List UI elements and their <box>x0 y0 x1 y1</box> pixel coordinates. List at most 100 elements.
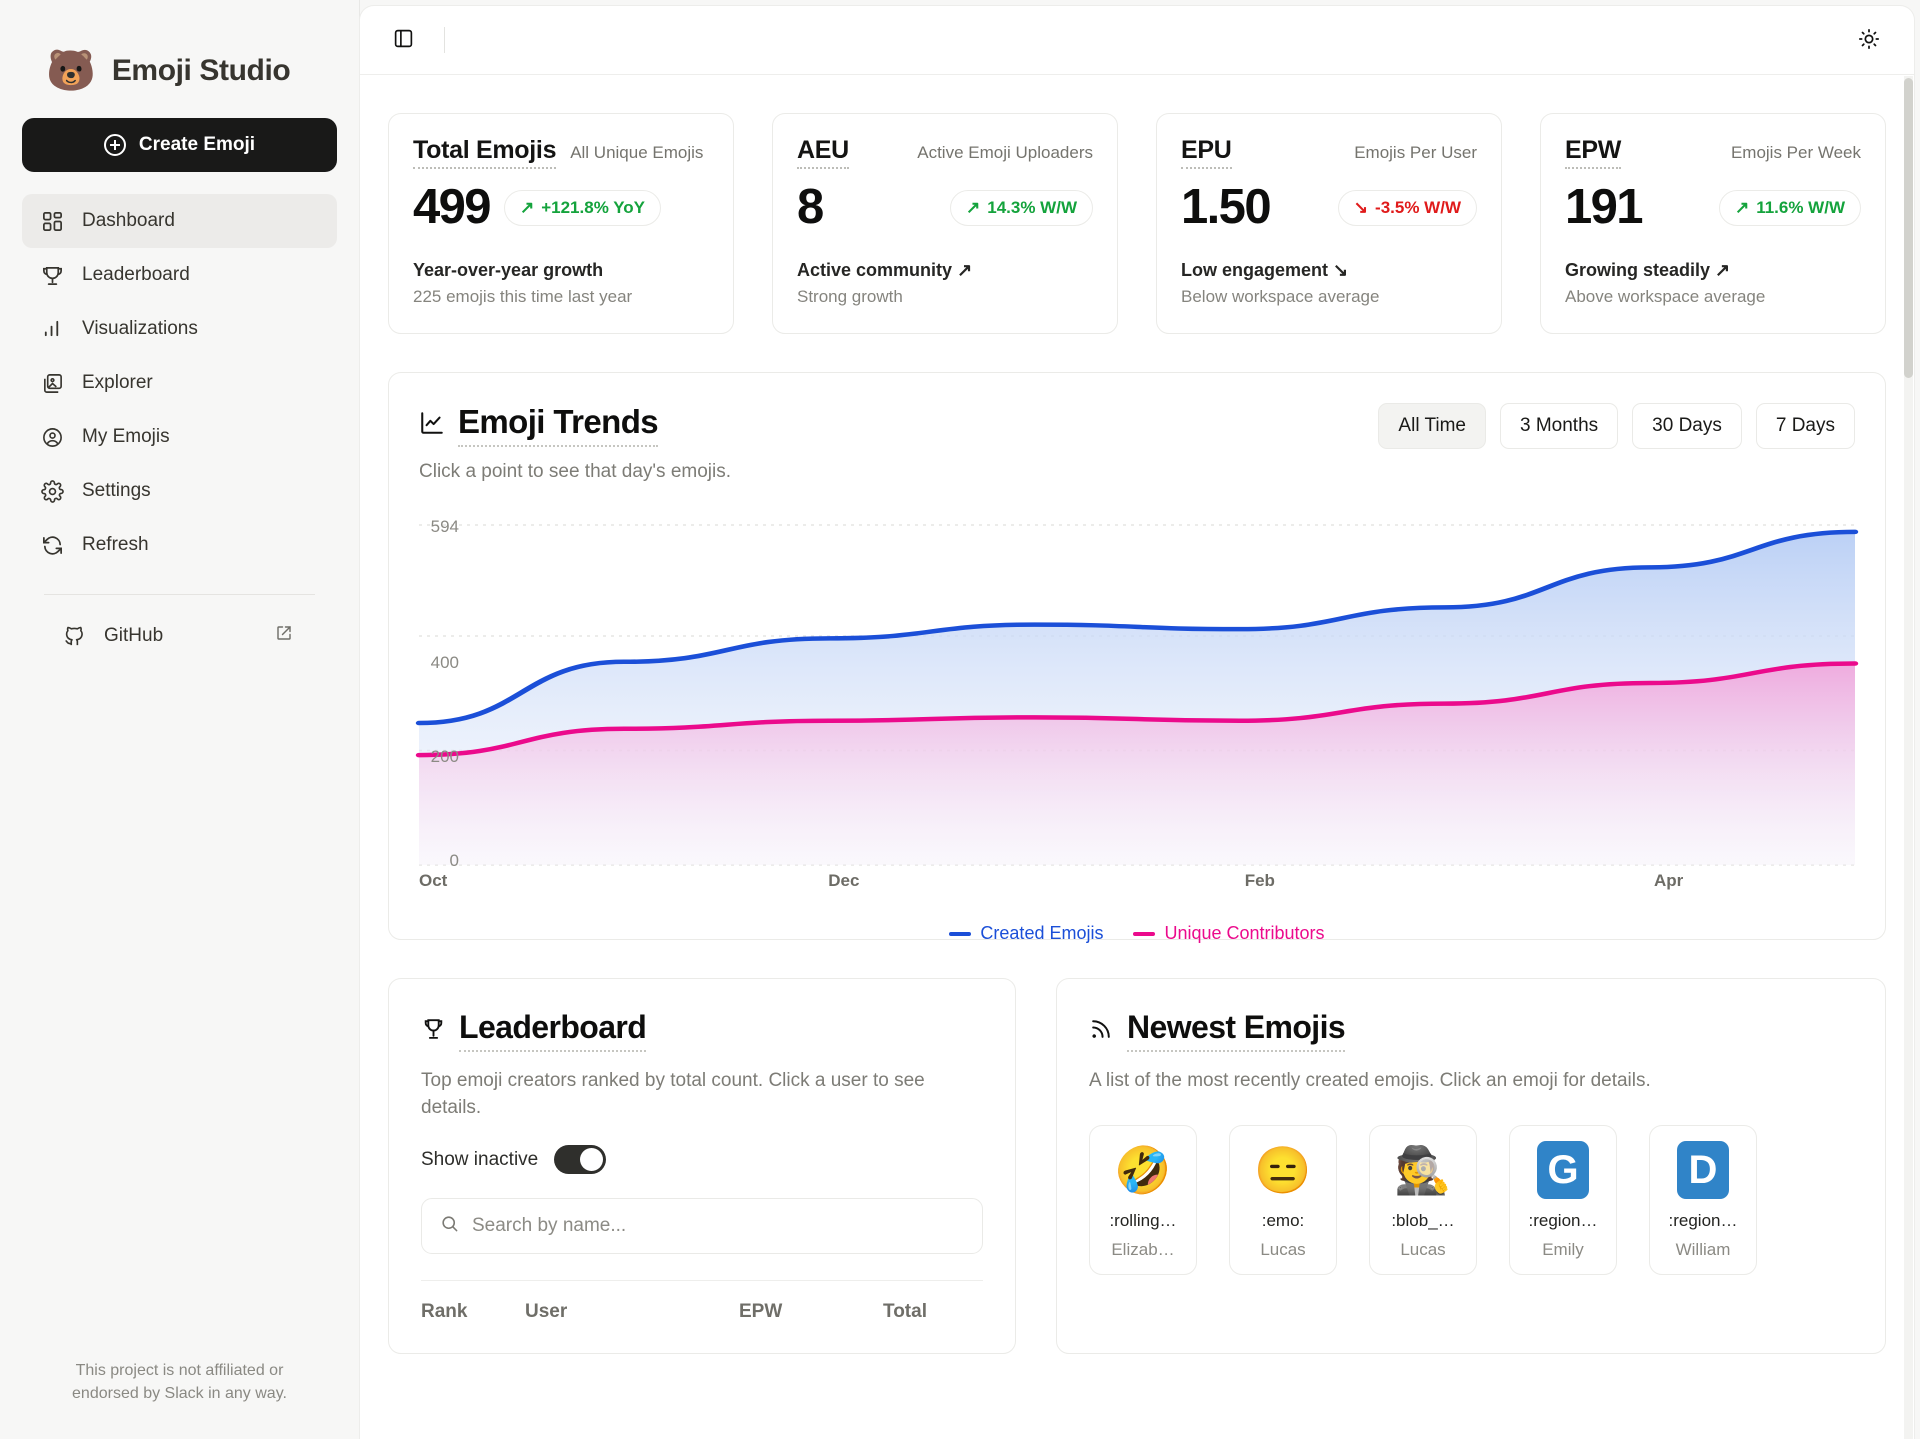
stat-header: EPW Emojis Per Week <box>1565 136 1861 169</box>
sidebar-item-refresh[interactable]: Refresh <box>22 518 337 572</box>
theme-toggle-button[interactable] <box>1850 21 1888 59</box>
status-badge-label: 14.3% W/W <box>987 197 1077 217</box>
stat-footer-primary: Active community ↗ <box>797 260 1093 281</box>
status-badge-label: 11.6% W/W <box>1756 197 1845 217</box>
newest-description: A list of the most recently created emoj… <box>1089 1070 1651 1091</box>
stat-header: Total Emojis All Unique Emojis <box>413 136 709 169</box>
emoji-letter-tile: G <box>1537 1140 1589 1199</box>
stat-footer-primary-text: Low engagement <box>1181 260 1329 280</box>
stat-footer-primary-text: Growing steadily <box>1565 260 1711 280</box>
emoji-card[interactable]: 🤣 :rolling… Elizab… <box>1089 1124 1197 1275</box>
topbar-left <box>384 21 445 59</box>
range-button-3-months[interactable]: 3 Months <box>1500 403 1619 449</box>
series-line-unique-contributors <box>415 661 1859 758</box>
emoji-card[interactable]: G :region… Emily <box>1509 1124 1617 1275</box>
stat-value: 499 <box>413 180 492 234</box>
stat-footer: Growing steadily ↗ Above workspace avera… <box>1565 260 1861 307</box>
stat-header: EPU Emojis Per User <box>1181 136 1477 169</box>
emoji-card[interactable]: 🕵️ :blob_… Lucas <box>1369 1124 1477 1275</box>
sidebar-item-leaderboard[interactable]: Leaderboard <box>22 248 337 302</box>
scrollbar-track[interactable] <box>1904 76 1913 1439</box>
column-header-total[interactable]: Total <box>883 1301 927 1323</box>
leaderboard-search[interactable] <box>421 1198 983 1255</box>
newest-emojis-panel: Newest Emojis A list of the most recentl… <box>1056 978 1886 1355</box>
column-header-epw[interactable]: EPW <box>739 1301 783 1323</box>
create-emoji-button[interactable]: Create Emoji <box>22 118 337 172</box>
stat-card-total-emojis[interactable]: Total Emojis All Unique Emojis 499 ↗ +12… <box>388 113 734 334</box>
sidebar-item-github[interactable]: GitHub <box>44 609 315 663</box>
sun-icon <box>1858 28 1880 53</box>
legend-item-unique-contributors[interactable]: Unique Contributors <box>1133 923 1325 944</box>
stat-subtitle: Emojis Per User <box>1354 143 1477 162</box>
sidebar-item-my-emojis[interactable]: My Emojis <box>22 410 337 464</box>
legend-item-created-emojis[interactable]: Created Emojis <box>949 923 1103 944</box>
sidebar-item-label: Leaderboard <box>82 264 190 285</box>
line-chart-icon <box>419 406 445 444</box>
stat-value-row: 191 ↗ 11.6% W/W <box>1565 183 1861 232</box>
sidebar-item-label: Dashboard <box>82 210 175 231</box>
range-button-all-time[interactable]: All Time <box>1378 403 1486 449</box>
chart-x-axis: Oct Dec Feb Apr <box>419 871 1855 901</box>
sidebar-item-explorer[interactable]: Explorer <box>22 356 337 410</box>
stat-value: 1.50 <box>1181 180 1272 234</box>
scrollbar-thumb[interactable] <box>1904 78 1913 378</box>
stat-footer-secondary: Above workspace average <box>1565 287 1766 306</box>
stat-footer-primary-text: Active community <box>797 260 953 280</box>
stat-value: 8 <box>797 180 824 234</box>
stat-card-aeu[interactable]: AEU Active Emoji Uploaders 8 ↗ 14.3% W/W <box>772 113 1118 334</box>
status-badge: ↗ 11.6% W/W <box>1718 189 1861 226</box>
emoji-card[interactable]: 😑 :emo: Lucas <box>1229 1124 1337 1275</box>
range-button-30-days[interactable]: 30 Days <box>1632 403 1742 449</box>
stat-abbr: Total Emojis <box>413 136 556 169</box>
stat-footer: Active community ↗ Strong growth <box>797 260 1093 307</box>
topbar-divider <box>444 27 445 53</box>
column-header-user[interactable]: User <box>525 1301 568 1323</box>
legend-swatch <box>1133 931 1156 936</box>
rss-icon <box>1089 1012 1114 1049</box>
status-badge: ↗ 14.3% W/W <box>950 189 1093 226</box>
legend-label: Created Emojis <box>980 923 1104 943</box>
emoji-name: :rolling… <box>1109 1210 1177 1230</box>
trend-down-icon: ↘ <box>1333 260 1349 280</box>
emoji-author: Elizab… <box>1111 1239 1175 1259</box>
emoji-trends-card: Emoji Trends Click a point to see that d… <box>388 372 1886 943</box>
newest-title-row: Newest Emojis <box>1089 1009 1853 1052</box>
stat-footer-secondary: Below workspace average <box>1181 287 1380 306</box>
trends-header: Emoji Trends Click a point to see that d… <box>419 403 1855 483</box>
show-inactive-row: Show inactive <box>421 1145 983 1175</box>
trends-chart[interactable]: 594 400 200 0 <box>415 517 1859 943</box>
sidebar-item-label: Visualizations <box>82 318 198 339</box>
stat-abbr: AEU <box>797 136 849 169</box>
trend-up-icon: ↗ <box>1734 197 1750 217</box>
leaderboard-panel: Leaderboard Top emoji creators ranked by… <box>388 978 1016 1355</box>
series-line-created-emojis <box>415 529 1859 726</box>
range-button-7-days[interactable]: 7 Days <box>1755 403 1855 449</box>
stat-value-row: 8 ↗ 14.3% W/W <box>797 183 1093 232</box>
trends-chart-svg[interactable] <box>415 525 1859 865</box>
trends-title-row: Emoji Trends <box>419 403 731 447</box>
x-tick-label: Apr <box>1653 871 1684 890</box>
sidebar-item-dashboard[interactable]: Dashboard <box>22 194 337 248</box>
sidebar-item-visualizations[interactable]: Visualizations <box>22 302 337 356</box>
trend-up-icon: ↗ <box>957 260 973 280</box>
toggle-knob <box>580 1148 604 1172</box>
github-icon <box>62 624 87 649</box>
status-badge: ↘ -3.5% W/W <box>1337 189 1477 226</box>
stat-value: 191 <box>1565 180 1644 234</box>
stat-card-epw[interactable]: EPW Emojis Per Week 191 ↗ 11.6% W/W <box>1540 113 1886 334</box>
y-tick-label: 594 <box>430 517 459 536</box>
sidebar-toggle-button[interactable] <box>384 21 422 59</box>
stat-footer-primary: Low engagement ↘ <box>1181 260 1477 281</box>
chart-legend: Created Emojis Unique Contributors <box>419 923 1855 944</box>
emoji-card[interactable]: D :region… William <box>1649 1124 1757 1275</box>
emoji-image: D <box>1658 1140 1748 1199</box>
trends-description: Click a point to see that day's emojis. <box>419 461 731 482</box>
stat-subtitle: Emojis Per Week <box>1730 143 1861 162</box>
leaderboard-title: Leaderboard <box>459 1009 647 1052</box>
stat-card-epu[interactable]: EPU Emojis Per User 1.50 ↘ -3.5% W/W <box>1156 113 1502 334</box>
sidebar-item-settings[interactable]: Settings <box>22 464 337 518</box>
search-input[interactable] <box>472 1215 964 1238</box>
show-inactive-toggle[interactable] <box>554 1145 607 1175</box>
column-header-rank[interactable]: Rank <box>421 1301 468 1323</box>
